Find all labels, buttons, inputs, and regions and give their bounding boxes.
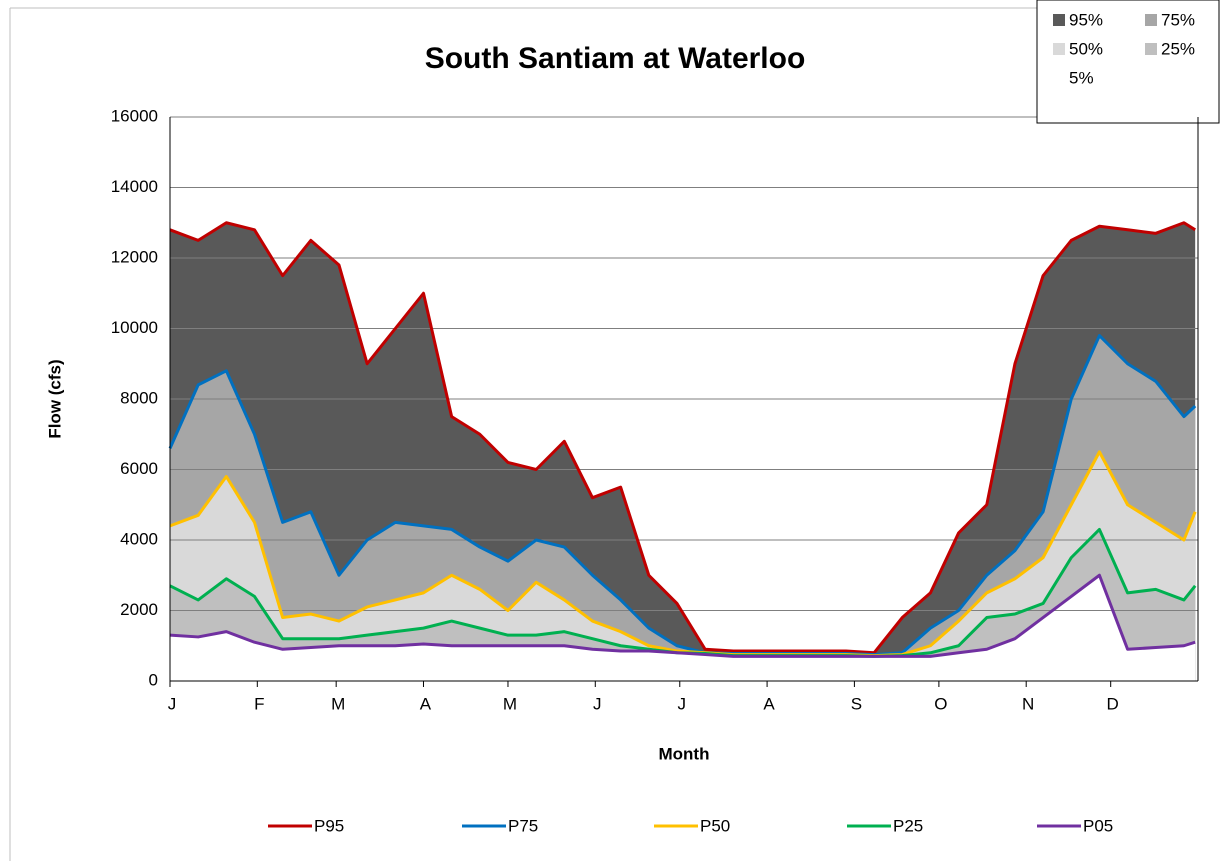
percentile-area — [170, 451, 1196, 681]
percentile-line — [169, 573, 1196, 658]
legend-swatch — [1145, 14, 1157, 26]
y-tick-label: 10000 — [111, 318, 158, 337]
x-tick-label: A — [420, 694, 432, 713]
legend-label: 95% — [1069, 10, 1103, 29]
x-tick-label: F — [254, 694, 264, 713]
legend-label: 75% — [1161, 10, 1195, 29]
legend-label: 25% — [1161, 39, 1195, 58]
legend-label: P95 — [314, 816, 344, 835]
y-tick-label: 12000 — [111, 247, 158, 266]
y-tick-label: 2000 — [120, 600, 158, 619]
x-tick-label: S — [851, 694, 862, 713]
x-tick-label: A — [763, 694, 775, 713]
percentile-area — [170, 575, 1196, 681]
y-tick-label: 0 — [149, 670, 158, 689]
percentile-line — [169, 221, 1196, 655]
chart-title: South Santiam at Waterloo — [425, 42, 806, 75]
y-tick-label: 14000 — [111, 177, 158, 196]
x-tick-label: N — [1022, 694, 1034, 713]
y-axis-label: Flow (cfs) — [45, 359, 64, 438]
legend-label: 50% — [1069, 39, 1103, 58]
y-tick-label: 16000 — [111, 106, 158, 125]
legend-label: 5% — [1069, 68, 1094, 87]
x-tick-label: J — [593, 694, 602, 713]
legend-label: P05 — [1083, 816, 1113, 835]
legend-swatch — [1053, 14, 1065, 26]
legend-label: P50 — [700, 816, 730, 835]
legend-swatch — [1145, 43, 1157, 55]
x-tick-label: J — [678, 694, 687, 713]
percentile-line — [168, 334, 1197, 657]
plot-area — [168, 116, 1198, 681]
x-tick-label: M — [331, 694, 345, 713]
y-tick-label: 8000 — [120, 388, 158, 407]
x-axis-label: Month — [659, 744, 710, 763]
area-legend-box — [1036, 0, 1220, 124]
x-tick-label: O — [934, 694, 947, 713]
y-tick-label: 6000 — [120, 459, 158, 478]
legend-label: P75 — [508, 816, 538, 835]
x-tick-label: J — [168, 694, 177, 713]
legend-label: P25 — [893, 816, 923, 835]
legend-swatch — [1053, 43, 1065, 55]
y-tick-label: 4000 — [120, 529, 158, 548]
x-tick-label: M — [503, 694, 517, 713]
x-tick-label: D — [1107, 694, 1119, 713]
legend-swatch — [1053, 72, 1065, 84]
